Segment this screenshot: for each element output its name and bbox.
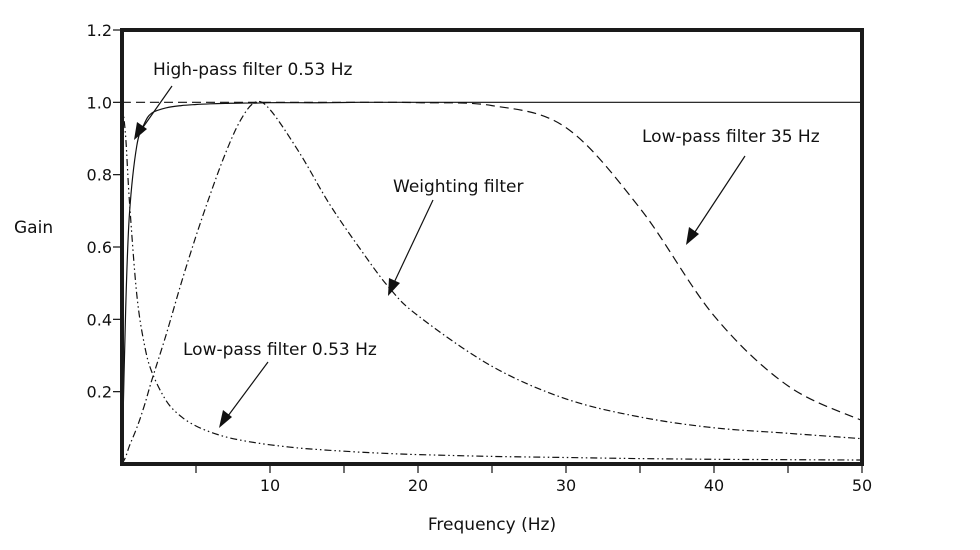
- annotation-weighting: Weighting filter: [388, 177, 523, 296]
- x-tick-label: 20: [408, 476, 428, 495]
- y-tick-label: 1.2: [87, 21, 112, 40]
- annotation-label: Low-pass filter 0.53 Hz: [183, 340, 377, 360]
- y-axis-ticks: 0.2 0.4 0.6 0.8 1.0 1.2: [87, 21, 120, 402]
- arrow-line: [690, 155, 746, 239]
- y-tick-label: 0.4: [87, 310, 112, 329]
- x-tick-label: 40: [704, 476, 724, 495]
- y-tick-label: 0.8: [87, 166, 112, 185]
- y-tick-label: 1.0: [87, 93, 112, 112]
- y-axis-title: Gain: [14, 218, 53, 238]
- series-line-low-pass-filter-0-53-hz: [121, 102, 863, 461]
- annotation-label: Low-pass filter 35 Hz: [642, 127, 820, 147]
- series-line-weighting-filter: [121, 100, 863, 465]
- series-line-low-pass-filter-35-hz: [121, 101, 863, 422]
- plot-frame: [120, 28, 864, 466]
- x-tick-label: 50: [852, 476, 872, 495]
- annotation-low-pass-053: Low-pass filter 0.53 Hz: [183, 340, 377, 428]
- arrow-head-icon: [686, 227, 699, 245]
- arrow-head-icon: [388, 278, 400, 296]
- y-tick-label: 0.6: [87, 238, 112, 257]
- annotation-label: High-pass filter 0.53 Hz: [153, 60, 353, 80]
- x-axis-ticks: 10 20 30 40 50: [195, 466, 872, 495]
- arrow-head-icon: [134, 122, 147, 140]
- x-tick-label: 10: [260, 476, 280, 495]
- annotation-low-pass-35: Low-pass filter 35 Hz: [642, 127, 820, 245]
- x-tick-label: 30: [556, 476, 576, 495]
- annotation-label: Weighting filter: [393, 177, 523, 197]
- arrow-line: [138, 85, 173, 134]
- arrow-line: [224, 361, 269, 421]
- x-axis-title: Frequency (Hz): [428, 515, 556, 535]
- arrow-head-icon: [219, 410, 232, 428]
- annotation-high-pass: High-pass filter 0.53 Hz: [134, 60, 353, 140]
- y-tick-label: 0.2: [87, 383, 112, 402]
- arrow-line: [391, 199, 434, 288]
